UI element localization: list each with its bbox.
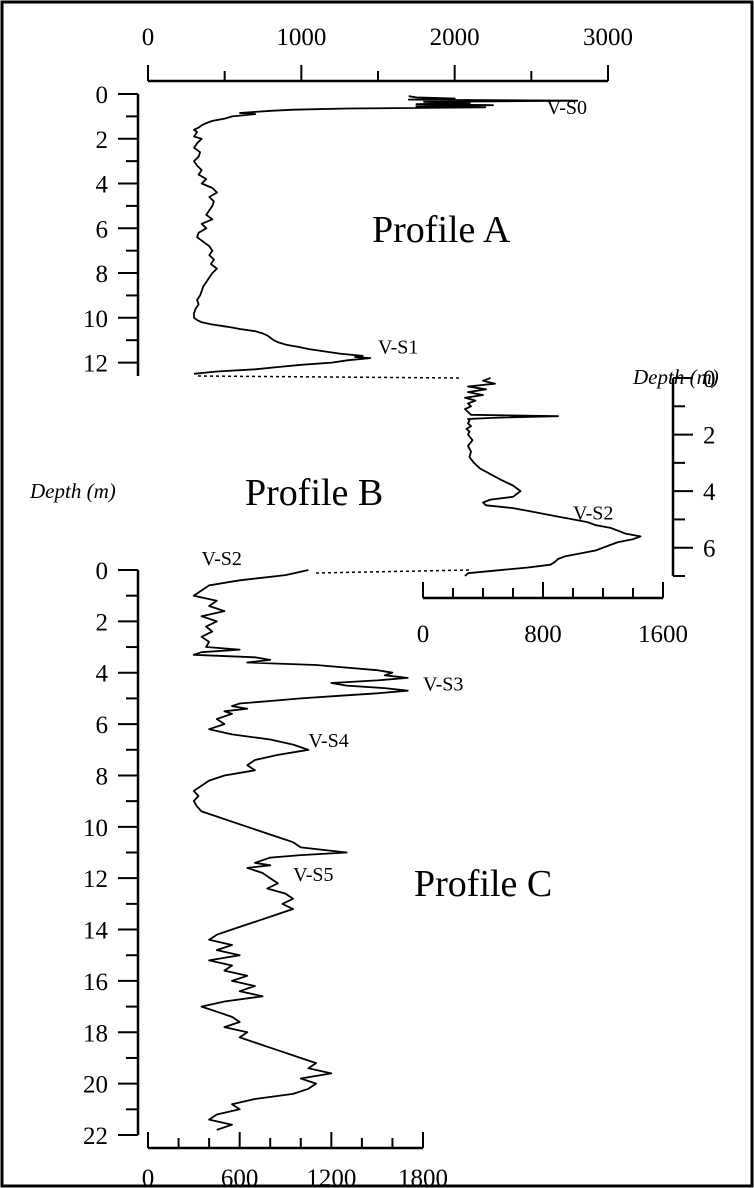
profile-b-title: Profile B: [245, 472, 383, 514]
profile-a-depth-tick-label: 12: [83, 351, 108, 378]
profile-a-title: Profile A: [372, 209, 511, 251]
series-layer: [192, 95, 642, 1131]
profile-a-depth-tick-label: 8: [96, 261, 109, 288]
profile-c-depth-tick-label: 18: [83, 1020, 108, 1047]
profile-a-series-line: [193, 95, 579, 375]
profile-c-title: Profile C: [414, 863, 552, 905]
profile-b-annotation: V-S2: [573, 502, 613, 524]
profile-c-depth-tick-label: 4: [96, 661, 109, 688]
depth-axis-title-left: Depth (m): [29, 479, 116, 503]
profile-c-value-tick-label: 1200: [306, 1165, 356, 1188]
profile-a-value-tick-label: 3000: [583, 24, 633, 51]
profile-a-annotation: V-S0: [547, 97, 587, 119]
profile-c-depth-tick-label: 0: [96, 558, 109, 585]
profile-b-depth-tick-label: 0: [703, 366, 716, 393]
profile-connectors: [197, 375, 471, 574]
profile-c-depth-tick-label: 2: [96, 609, 109, 636]
profile-a-annotation: V-S1: [378, 337, 418, 359]
profile-c-annotation: V-S3: [423, 674, 463, 696]
profile-b-depth-tick-label: 2: [703, 423, 716, 450]
profile-a-depth-tick-label: 6: [96, 216, 109, 243]
profile-c-annotation: V-S4: [308, 730, 348, 752]
profile-c-depth-tick-label: 14: [83, 918, 109, 945]
profile-b-depth-tick-label: 6: [703, 536, 716, 563]
profile-c-annotation: V-S2: [201, 548, 241, 570]
profile-a-value-tick-label: 2000: [430, 24, 480, 51]
profile-b-value-tick-label: 1600: [638, 621, 688, 648]
profile-a-depth-tick-label: 2: [96, 127, 109, 154]
depth-axis-title-right: Depth (m): [632, 365, 719, 389]
profile-a-value-tick-label: 1000: [276, 24, 326, 51]
profile-c-value-tick-label: 600: [221, 1165, 259, 1188]
profile-b-depth-tick-label: 4: [703, 479, 716, 506]
profile-c-series-line: [192, 569, 409, 1131]
profile-c-depth-tick-label: 22: [83, 1123, 108, 1150]
profile-c-annotation: V-S5: [293, 864, 333, 886]
profile-c-value-tick-label: 1800: [398, 1165, 448, 1188]
profile-a-axes: 0 1000 2000 3000 0 2 4 6 8 10 12: [83, 24, 633, 378]
annotation-layer: V-S0 V-S1 V-S2 V-S2 V-S3 V-S4 V-S5: [201, 97, 613, 886]
profile-c-value-tick-label: 0: [142, 1165, 155, 1188]
profile-c-depth-tick-label: 10: [83, 815, 108, 842]
profile-a-depth-tick-label: 10: [83, 306, 108, 333]
profile-c-depth-tick-label: 12: [83, 866, 108, 893]
profile-c-depth-tick-label: 6: [96, 712, 109, 739]
profile-c-depth-tick-label: 20: [83, 1072, 108, 1099]
profile-c-depth-tick-label: 16: [83, 969, 108, 996]
profile-b-series-line: [464, 377, 642, 577]
axes-layer: 0 1000 2000 3000 0 2 4 6 8 10 12 0 800 1600 0 2 4 6 0 600 12…: [83, 24, 716, 1188]
profile-b-axes: 0 800 1600 0 2 4 6: [417, 366, 716, 648]
profile-b-value-tick-label: 800: [524, 621, 562, 648]
connector-b-c: [315, 569, 471, 574]
profile-a-depth-tick-label: 0: [96, 82, 109, 109]
profile-c-axes: 0 600 1200 1800 0 2 4 6 8 10 12 14 16 18 20 22: [83, 558, 448, 1188]
connector-a-b: [197, 375, 461, 379]
profile-c-depth-tick-label: 8: [96, 763, 109, 790]
profile-a-depth-tick-label: 4: [96, 172, 109, 199]
profile-b-value-tick-label: 0: [417, 621, 430, 648]
profile-a-value-tick-label: 0: [142, 24, 155, 51]
